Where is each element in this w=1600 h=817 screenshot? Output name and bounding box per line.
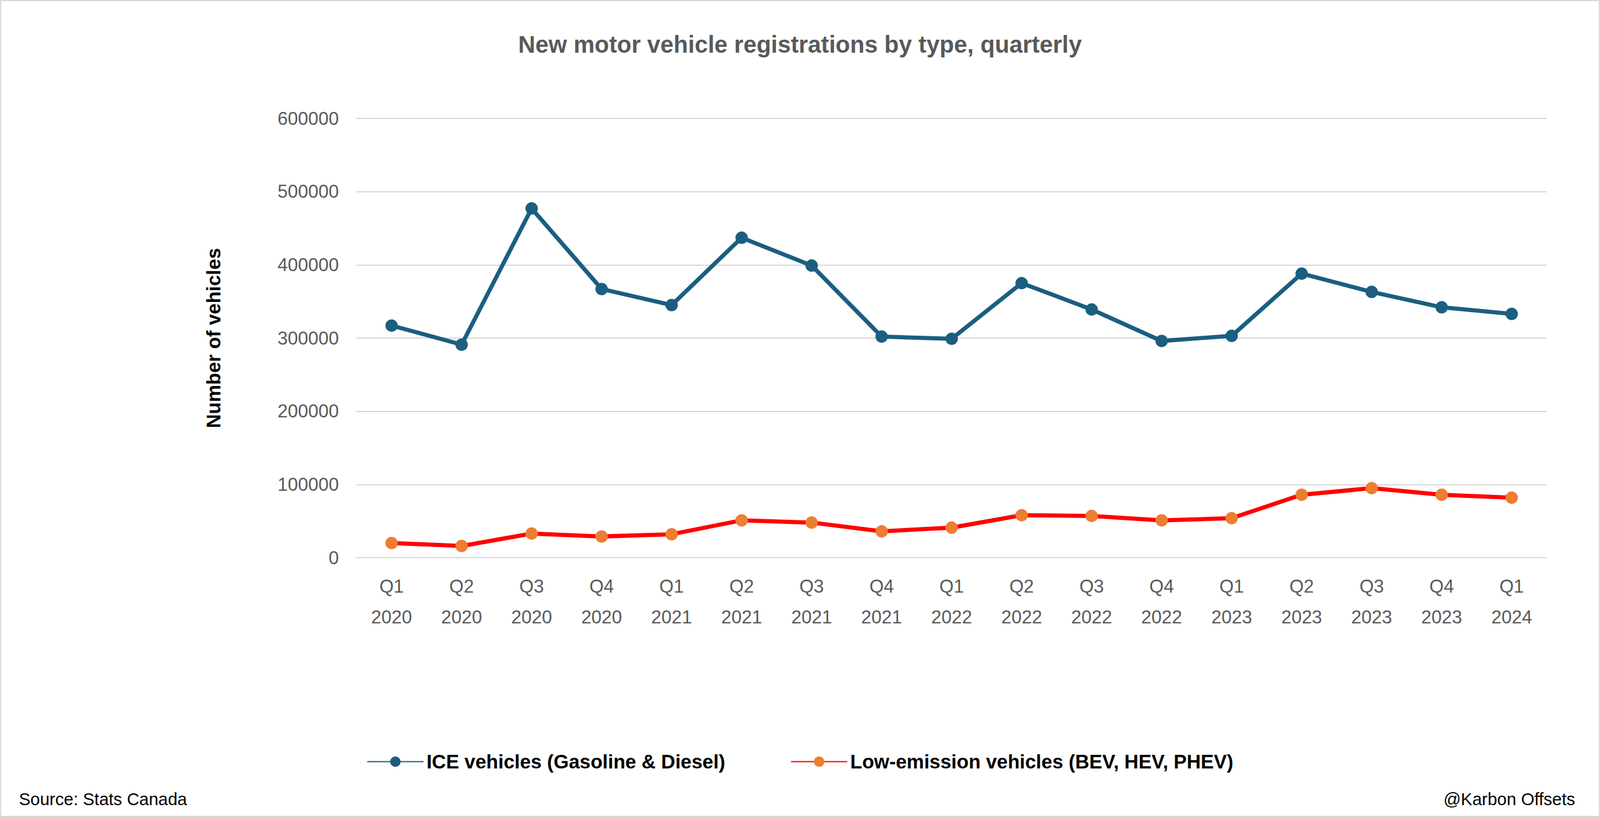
svg-text:2021: 2021 [720, 607, 762, 628]
svg-text:2023: 2023 [1211, 607, 1253, 628]
svg-text:@Karbon Offsets: @Karbon Offsets [1443, 790, 1576, 810]
svg-text:2020: 2020 [441, 607, 483, 628]
svg-text:100000: 100000 [277, 474, 339, 496]
svg-text:Q3: Q3 [799, 576, 824, 598]
svg-text:Q4: Q4 [589, 576, 614, 598]
svg-text:0: 0 [328, 547, 339, 569]
svg-text:2022: 2022 [931, 607, 973, 628]
svg-text:600000: 600000 [277, 108, 339, 130]
svg-text:300000: 300000 [277, 328, 339, 349]
svg-text:2023: 2023 [1421, 607, 1462, 628]
svg-text:Low-emission vehicles (BEV, HE: Low-emission vehicles (BEV, HEV, PHEV) [850, 751, 1234, 774]
svg-text:2022: 2022 [1141, 607, 1183, 628]
svg-text:2024: 2024 [1491, 607, 1532, 628]
svg-text:Q1: Q1 [379, 576, 404, 598]
svg-text:Q2: Q2 [729, 576, 754, 598]
svg-text:Q1: Q1 [1499, 576, 1524, 598]
svg-text:Q4: Q4 [1429, 576, 1454, 598]
svg-text:Q4: Q4 [1149, 576, 1174, 598]
svg-text:200000: 200000 [277, 401, 339, 422]
svg-text:Q1: Q1 [1219, 576, 1244, 598]
svg-text:Q4: Q4 [869, 576, 894, 598]
svg-text:New motor vehicle registration: New motor vehicle registrations by type,… [518, 31, 1083, 58]
svg-text:Q2: Q2 [449, 576, 474, 598]
svg-text:Q3: Q3 [519, 576, 544, 598]
svg-text:Number of vehicles: Number of vehicles [202, 248, 225, 429]
svg-text:2022: 2022 [1071, 607, 1112, 628]
svg-text:Q3: Q3 [1079, 576, 1104, 598]
svg-text:Q2: Q2 [1289, 576, 1314, 598]
svg-text:2020: 2020 [581, 607, 622, 628]
svg-text:Source: Stats Canada: Source: Stats Canada [18, 790, 188, 810]
svg-text:500000: 500000 [277, 181, 339, 202]
svg-text:2021: 2021 [861, 607, 903, 628]
svg-text:2021: 2021 [651, 607, 692, 628]
svg-text:Q3: Q3 [1359, 576, 1384, 598]
svg-text:2023: 2023 [1281, 607, 1323, 628]
svg-text:ICE vehicles (Gasoline & Diese: ICE vehicles (Gasoline & Diesel) [426, 751, 726, 774]
svg-text:2023: 2023 [1351, 607, 1393, 628]
svg-text:400000: 400000 [277, 254, 339, 276]
svg-text:2020: 2020 [371, 607, 413, 628]
svg-text:Q2: Q2 [1009, 576, 1034, 598]
svg-text:2021: 2021 [791, 607, 833, 628]
svg-text:2020: 2020 [511, 607, 553, 628]
svg-text:2022: 2022 [1001, 607, 1042, 628]
svg-text:Q1: Q1 [659, 576, 684, 598]
svg-text:Q1: Q1 [939, 576, 964, 598]
